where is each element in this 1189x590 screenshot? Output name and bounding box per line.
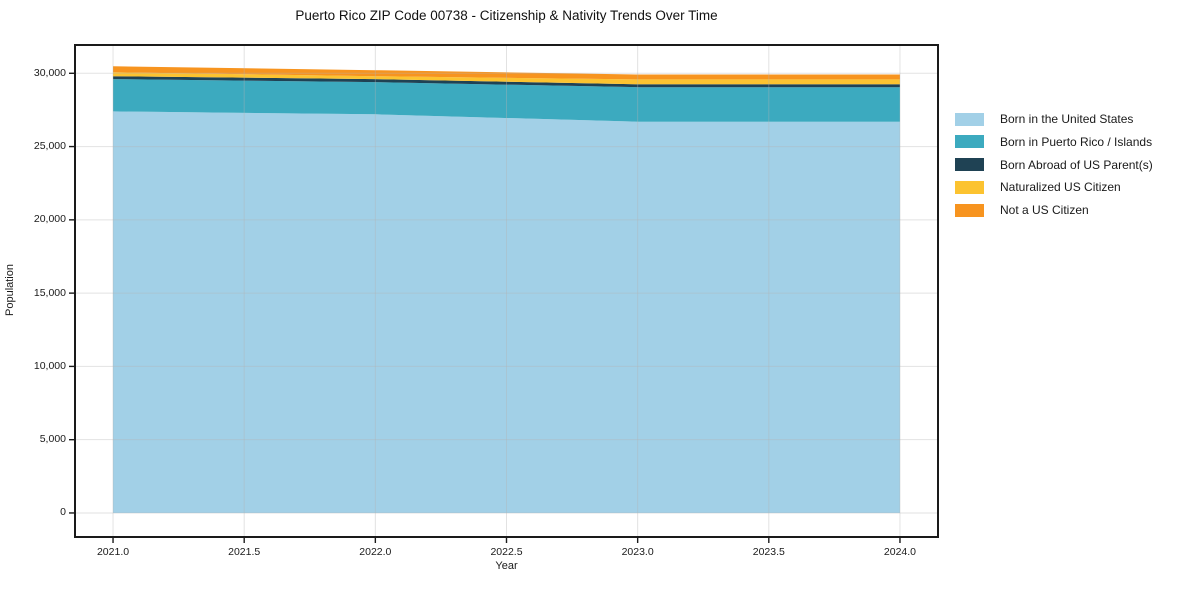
- x-tick-label: 2022.5: [490, 546, 523, 558]
- x-tick-label: 2021.0: [96, 546, 130, 558]
- y-tick-label: 15,000: [33, 286, 66, 299]
- legend-item: Naturalized US Citizen: [955, 179, 1121, 195]
- legend-label: Not a US Citizen: [1000, 203, 1089, 218]
- chart-title: Puerto Rico ZIP Code 00738 - Citizenship…: [295, 8, 718, 23]
- y-tick-label: 10,000: [33, 359, 66, 372]
- area-series: [113, 66, 900, 80]
- y-tick-label: 25,000: [33, 140, 66, 153]
- legend-swatch-icon: [955, 180, 984, 194]
- legend-label: Naturalized US Citizen: [1000, 180, 1121, 195]
- x-tick-label: 2024.0: [883, 546, 917, 558]
- legend-item: Born in Puerto Rico / Islands: [955, 134, 1152, 150]
- x-tick-label: 2023.0: [621, 546, 654, 558]
- legend-swatch-icon: [955, 112, 984, 126]
- area-series: [113, 72, 900, 85]
- legend-item: Born in the United States: [955, 111, 1133, 127]
- legend-swatch-icon: [955, 135, 984, 149]
- legend-label: Born Abroad of US Parent(s): [1000, 157, 1153, 172]
- x-tick-label: 2023.5: [752, 546, 785, 558]
- y-tick-label: 20,000: [33, 213, 66, 226]
- plot-border: [74, 44, 939, 538]
- x-tick-label: 2022.0: [359, 546, 392, 558]
- x-axis-label: Year: [495, 560, 518, 572]
- legend-item: Born Abroad of US Parent(s): [955, 157, 1153, 173]
- area-series: [113, 76, 900, 88]
- y-tick-label: 0: [60, 506, 66, 519]
- y-tick-label: 30,000: [33, 66, 66, 79]
- x-tick-label: 2021.5: [228, 546, 261, 558]
- y-tick-label: 5,000: [39, 433, 66, 446]
- y-axis-label: Population: [4, 264, 16, 316]
- legend-label: Born in Puerto Rico / Islands: [1000, 134, 1153, 149]
- legend-swatch-icon: [955, 203, 984, 217]
- legend-item: Not a US Citizen: [955, 202, 1089, 218]
- area-series: [113, 111, 900, 514]
- legend-label: Born in the United States: [1000, 112, 1134, 126]
- area-series: [113, 79, 900, 122]
- legend-swatch-icon: [955, 158, 984, 172]
